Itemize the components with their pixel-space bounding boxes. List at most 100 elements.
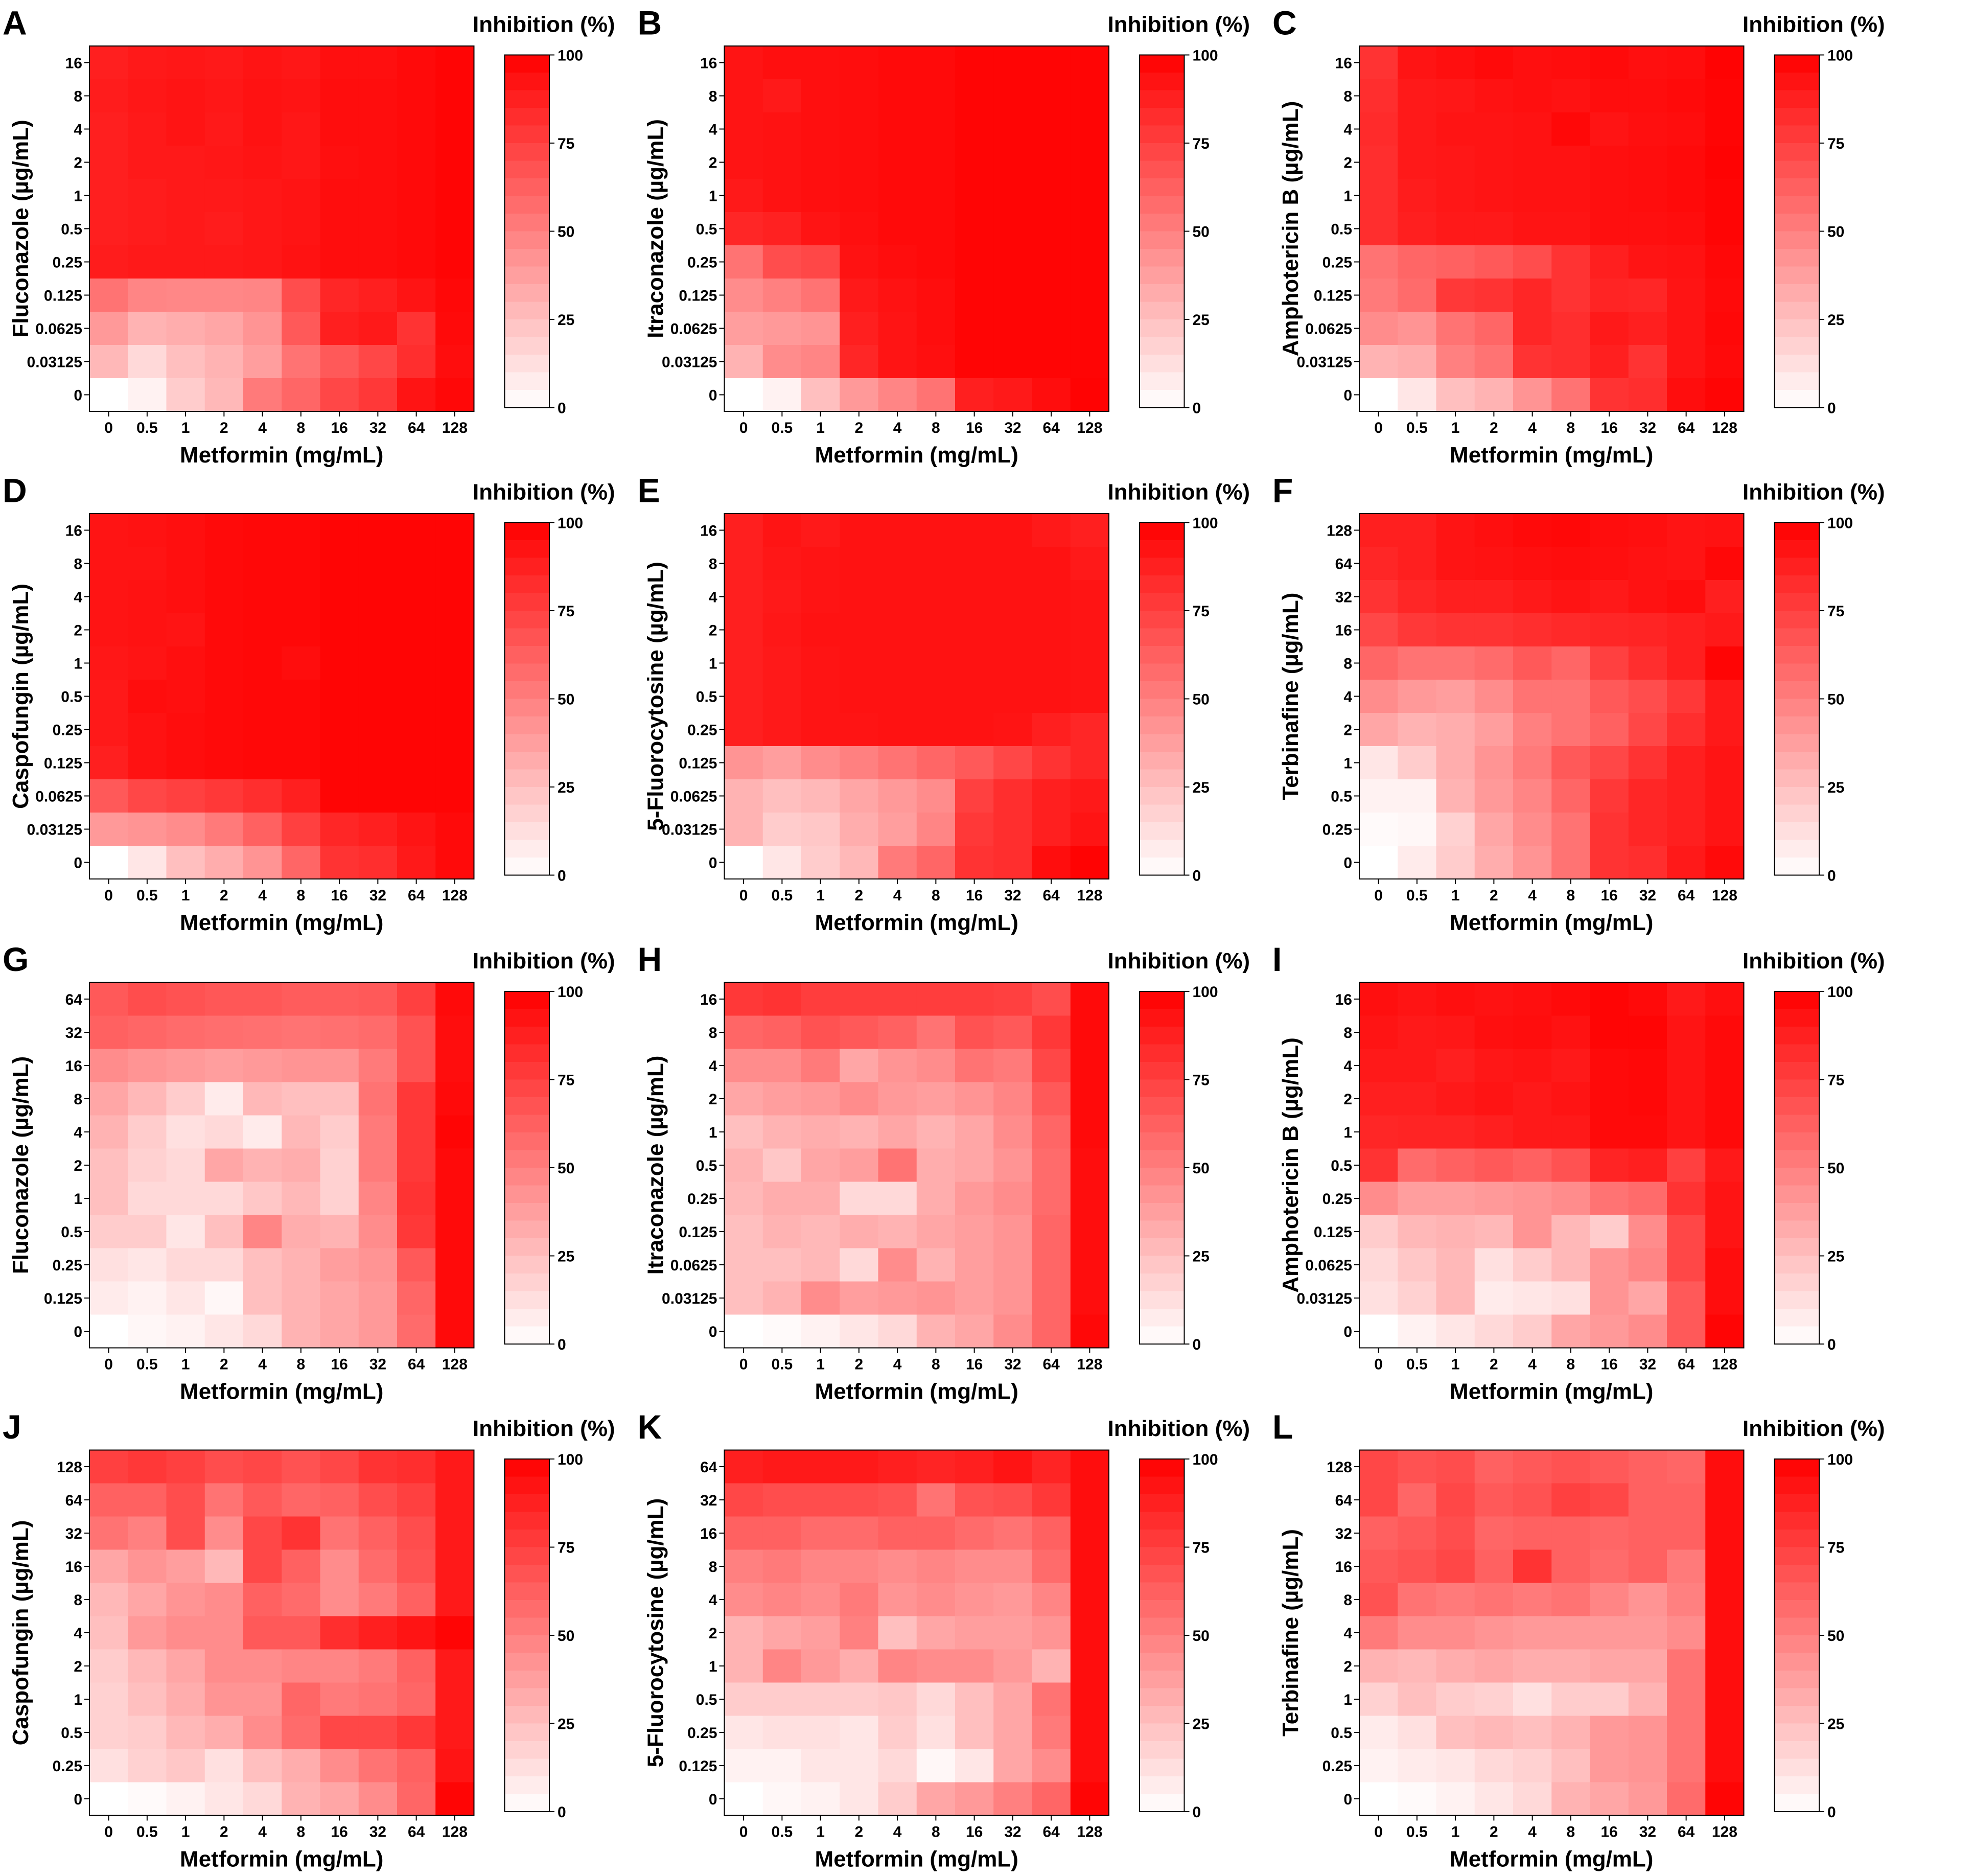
colorbar-step	[1140, 1185, 1185, 1203]
heatmap-cell	[358, 1549, 398, 1584]
heatmap-cell	[1628, 1215, 1667, 1249]
heatmap-cell	[1070, 779, 1109, 813]
heatmap-cell	[993, 813, 1033, 846]
heatmap-cell	[916, 1281, 956, 1315]
colorbar-step	[1774, 1220, 1819, 1239]
heatmap-cell	[955, 79, 994, 113]
y-tick-label: 0.0625	[1305, 1257, 1352, 1274]
colorbar-title: Inhibition (%)	[1743, 480, 1885, 505]
colorbar-tick-label: 25	[558, 1716, 574, 1733]
y-tick-label: 16	[700, 991, 717, 1008]
heatmap-cell	[762, 1248, 802, 1282]
heatmap-cell	[1705, 179, 1745, 213]
colorbar-step	[1140, 1494, 1185, 1513]
colorbar-step	[504, 1582, 549, 1601]
heatmap-cell	[1513, 1716, 1552, 1750]
colorbar-step	[504, 575, 549, 594]
heatmap-cell	[801, 1716, 840, 1750]
heatmap-cell	[320, 279, 359, 312]
heatmap-cell	[993, 1616, 1033, 1650]
heatmap-cell	[1070, 245, 1109, 279]
heatmap-cell	[840, 1549, 879, 1584]
heatmap-cell	[1590, 46, 1629, 80]
heatmap-cell	[282, 813, 321, 846]
heatmap-cell	[1667, 1782, 1706, 1816]
heatmap-cell	[1667, 580, 1706, 614]
heatmap-cell	[1474, 1483, 1514, 1517]
heatmap-cell	[993, 1583, 1033, 1617]
y-tick-label: 1	[1343, 1692, 1352, 1708]
y-tick-label: 0.5	[1331, 789, 1352, 805]
heatmap-cell	[801, 1082, 840, 1116]
heatmap-cell	[204, 1450, 244, 1484]
heatmap-cell	[801, 1516, 840, 1550]
colorbar-step	[1774, 646, 1819, 664]
heatmap-cell	[1513, 46, 1552, 80]
heatmap-cell	[1070, 146, 1109, 179]
colorbar-step	[1140, 1459, 1185, 1477]
heatmap-cell	[128, 746, 167, 780]
x-tick-label: 4	[1528, 1356, 1537, 1373]
heatmap-cell	[840, 279, 879, 312]
heatmap-cell	[435, 1682, 475, 1717]
heatmap-cell	[1398, 1450, 1437, 1484]
colorbar-tick-label: 0	[558, 1336, 566, 1353]
heatmap-cell	[1359, 212, 1398, 246]
heatmap-cell	[955, 1616, 994, 1650]
heatmap-cell	[204, 179, 244, 213]
y-tick-label: 64	[700, 1459, 717, 1476]
y-tick-label: 0.5	[61, 1725, 82, 1742]
heatmap-cell	[1359, 312, 1398, 345]
heatmap-cell	[1705, 1082, 1745, 1116]
heatmap-cell	[435, 1248, 475, 1282]
heatmap-cell	[762, 1549, 802, 1584]
heatmap-cell	[955, 345, 994, 379]
heatmap-cell	[1398, 713, 1437, 747]
heatmap-cell	[435, 613, 475, 647]
heatmap-cell	[243, 1483, 282, 1517]
heatmap-cell	[916, 713, 956, 747]
colorbar-tick-label: 75	[558, 1540, 574, 1557]
heatmap-cell	[1398, 1749, 1437, 1783]
y-tick-label: 16	[700, 1525, 717, 1542]
heatmap-cell	[1628, 46, 1667, 80]
heatmap-cell	[878, 1649, 917, 1683]
panel-letter: G	[3, 940, 29, 978]
heatmap-cell	[1070, 1248, 1109, 1282]
colorbar-tick-label: 75	[1193, 1072, 1210, 1089]
heatmap-cell	[1628, 646, 1667, 680]
heatmap-cell	[435, 1182, 475, 1216]
heatmap-cell	[1359, 1450, 1398, 1484]
heatmap-cell	[762, 212, 802, 246]
heatmap-cell	[435, 713, 475, 747]
colorbar-tick-label: 0	[558, 400, 566, 417]
heatmap-cell	[1032, 378, 1071, 412]
heatmap-cell	[878, 1314, 917, 1349]
heatmap-cell	[1032, 779, 1071, 813]
y-tick-label: 0.5	[1331, 1157, 1352, 1174]
heatmap-cell	[320, 547, 359, 581]
x-tick-label: 8	[297, 1356, 306, 1373]
heatmap-cell	[993, 345, 1033, 379]
heatmap-cell	[1070, 179, 1109, 213]
x-tick-label: 32	[1639, 1824, 1656, 1841]
y-tick-label: 0.03125	[662, 822, 717, 839]
y-tick-label: 4	[1343, 122, 1352, 138]
colorbar-step	[1774, 284, 1819, 303]
colorbar-step	[1140, 1273, 1185, 1292]
heatmap-cell	[1359, 746, 1398, 780]
heatmap-cell	[993, 212, 1033, 246]
heatmap-cell	[993, 1015, 1033, 1050]
heatmap-cell	[89, 1649, 128, 1683]
heatmap-cell	[955, 1215, 994, 1249]
heatmap-cell	[1474, 146, 1514, 179]
heatmap-cell	[955, 846, 994, 879]
panel-letter: H	[638, 940, 662, 978]
x-axis-title: Metformin (mg/mL)	[180, 1379, 383, 1404]
heatmap-cell	[916, 646, 956, 680]
heatmap-cell	[89, 613, 128, 647]
heatmap-cell	[1398, 1716, 1437, 1750]
heatmap-cell	[993, 1516, 1033, 1550]
x-tick-label: 8	[297, 887, 306, 904]
